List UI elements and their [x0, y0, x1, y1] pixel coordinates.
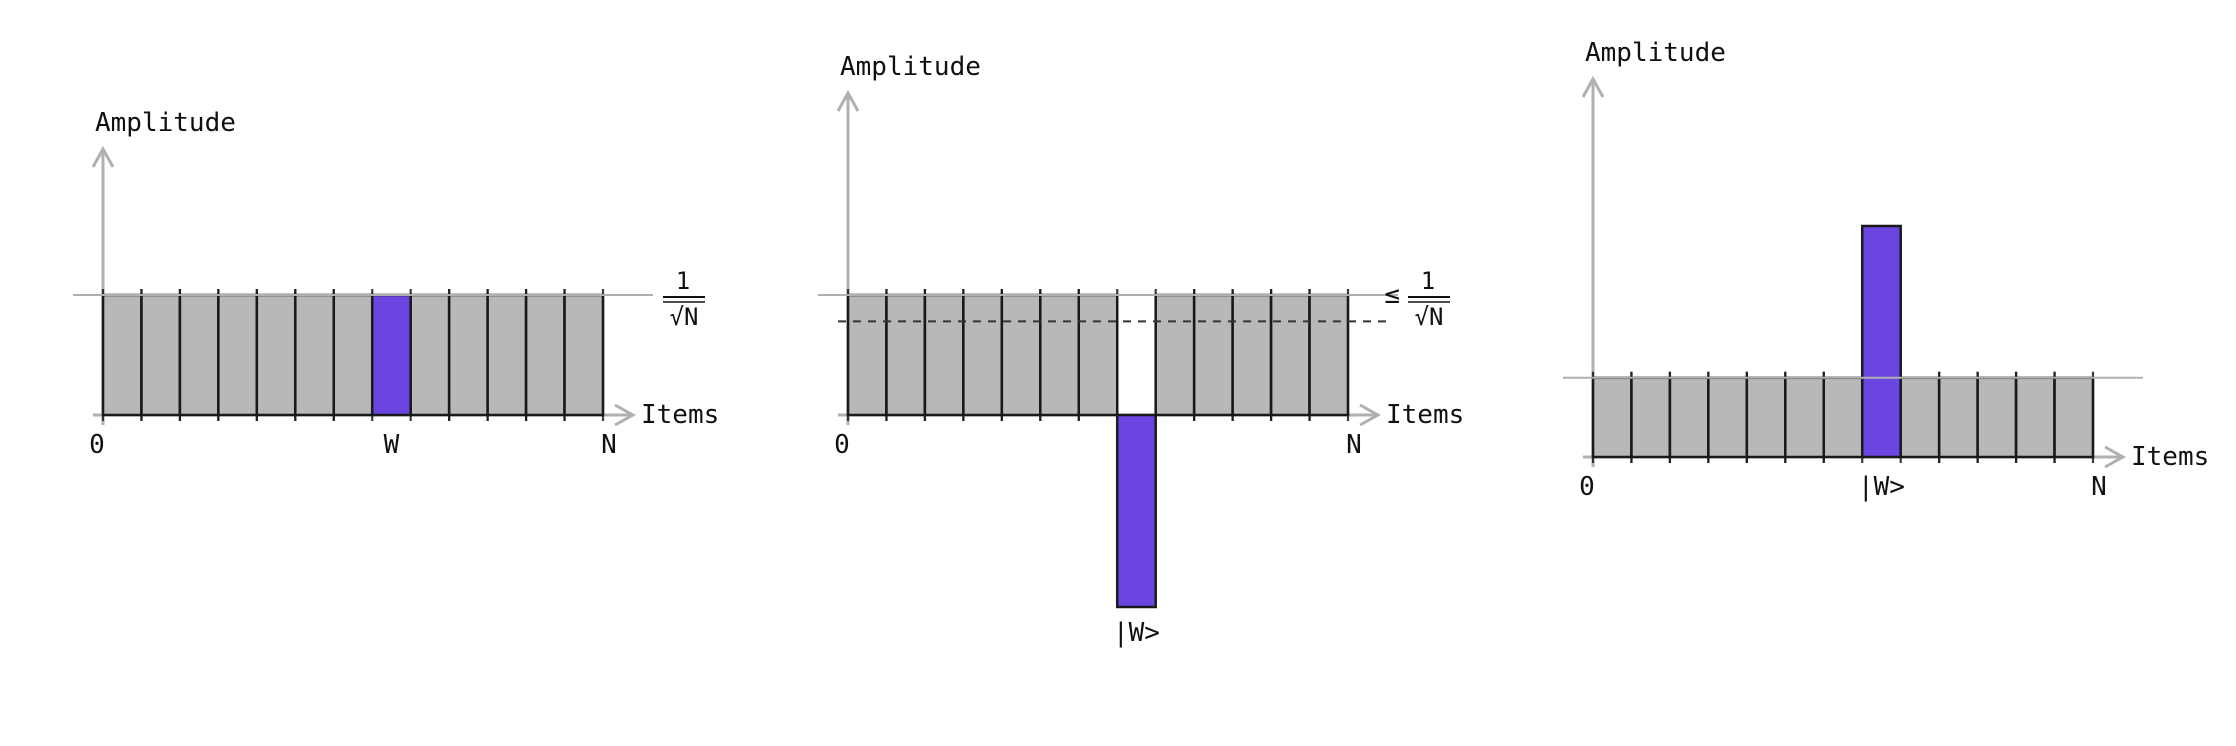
- y-axis-label: Amplitude: [840, 52, 981, 82]
- ref-denominator: √N: [1415, 303, 1444, 331]
- x-tick-zero: 0: [89, 430, 105, 460]
- y-axis-label: Amplitude: [1585, 38, 1726, 68]
- x-axis-label: Items: [2131, 442, 2209, 472]
- x-axis-label: Items: [1386, 400, 1464, 430]
- x-tick-zero: 0: [834, 430, 850, 460]
- panel-diffusion: Amplitude Items 0 N |W>: [1513, 23, 2213, 723]
- x-axis-label: Items: [641, 400, 719, 430]
- x-tick-n: N: [601, 430, 617, 460]
- panel-initial: 1 √N Amplitude Items 0 N W: [23, 23, 723, 723]
- ref-denominator: √N: [669, 303, 698, 331]
- x-tick-n: N: [2091, 472, 2107, 502]
- ref-numerator: 1: [1421, 267, 1435, 295]
- x-tick-n: N: [1346, 430, 1362, 460]
- highlight-label: |W>: [1113, 618, 1160, 648]
- panel-oracle: ≤ 1 √N Amplitude Items 0 N |W>: [768, 23, 1468, 723]
- ref-prefix: ≤: [1384, 280, 1400, 310]
- highlight-label: |W>: [1858, 472, 1905, 502]
- ref-numerator: 1: [675, 267, 689, 295]
- x-tick-zero: 0: [1579, 472, 1595, 502]
- highlight-label: W: [383, 430, 399, 460]
- y-axis-label: Amplitude: [95, 108, 236, 138]
